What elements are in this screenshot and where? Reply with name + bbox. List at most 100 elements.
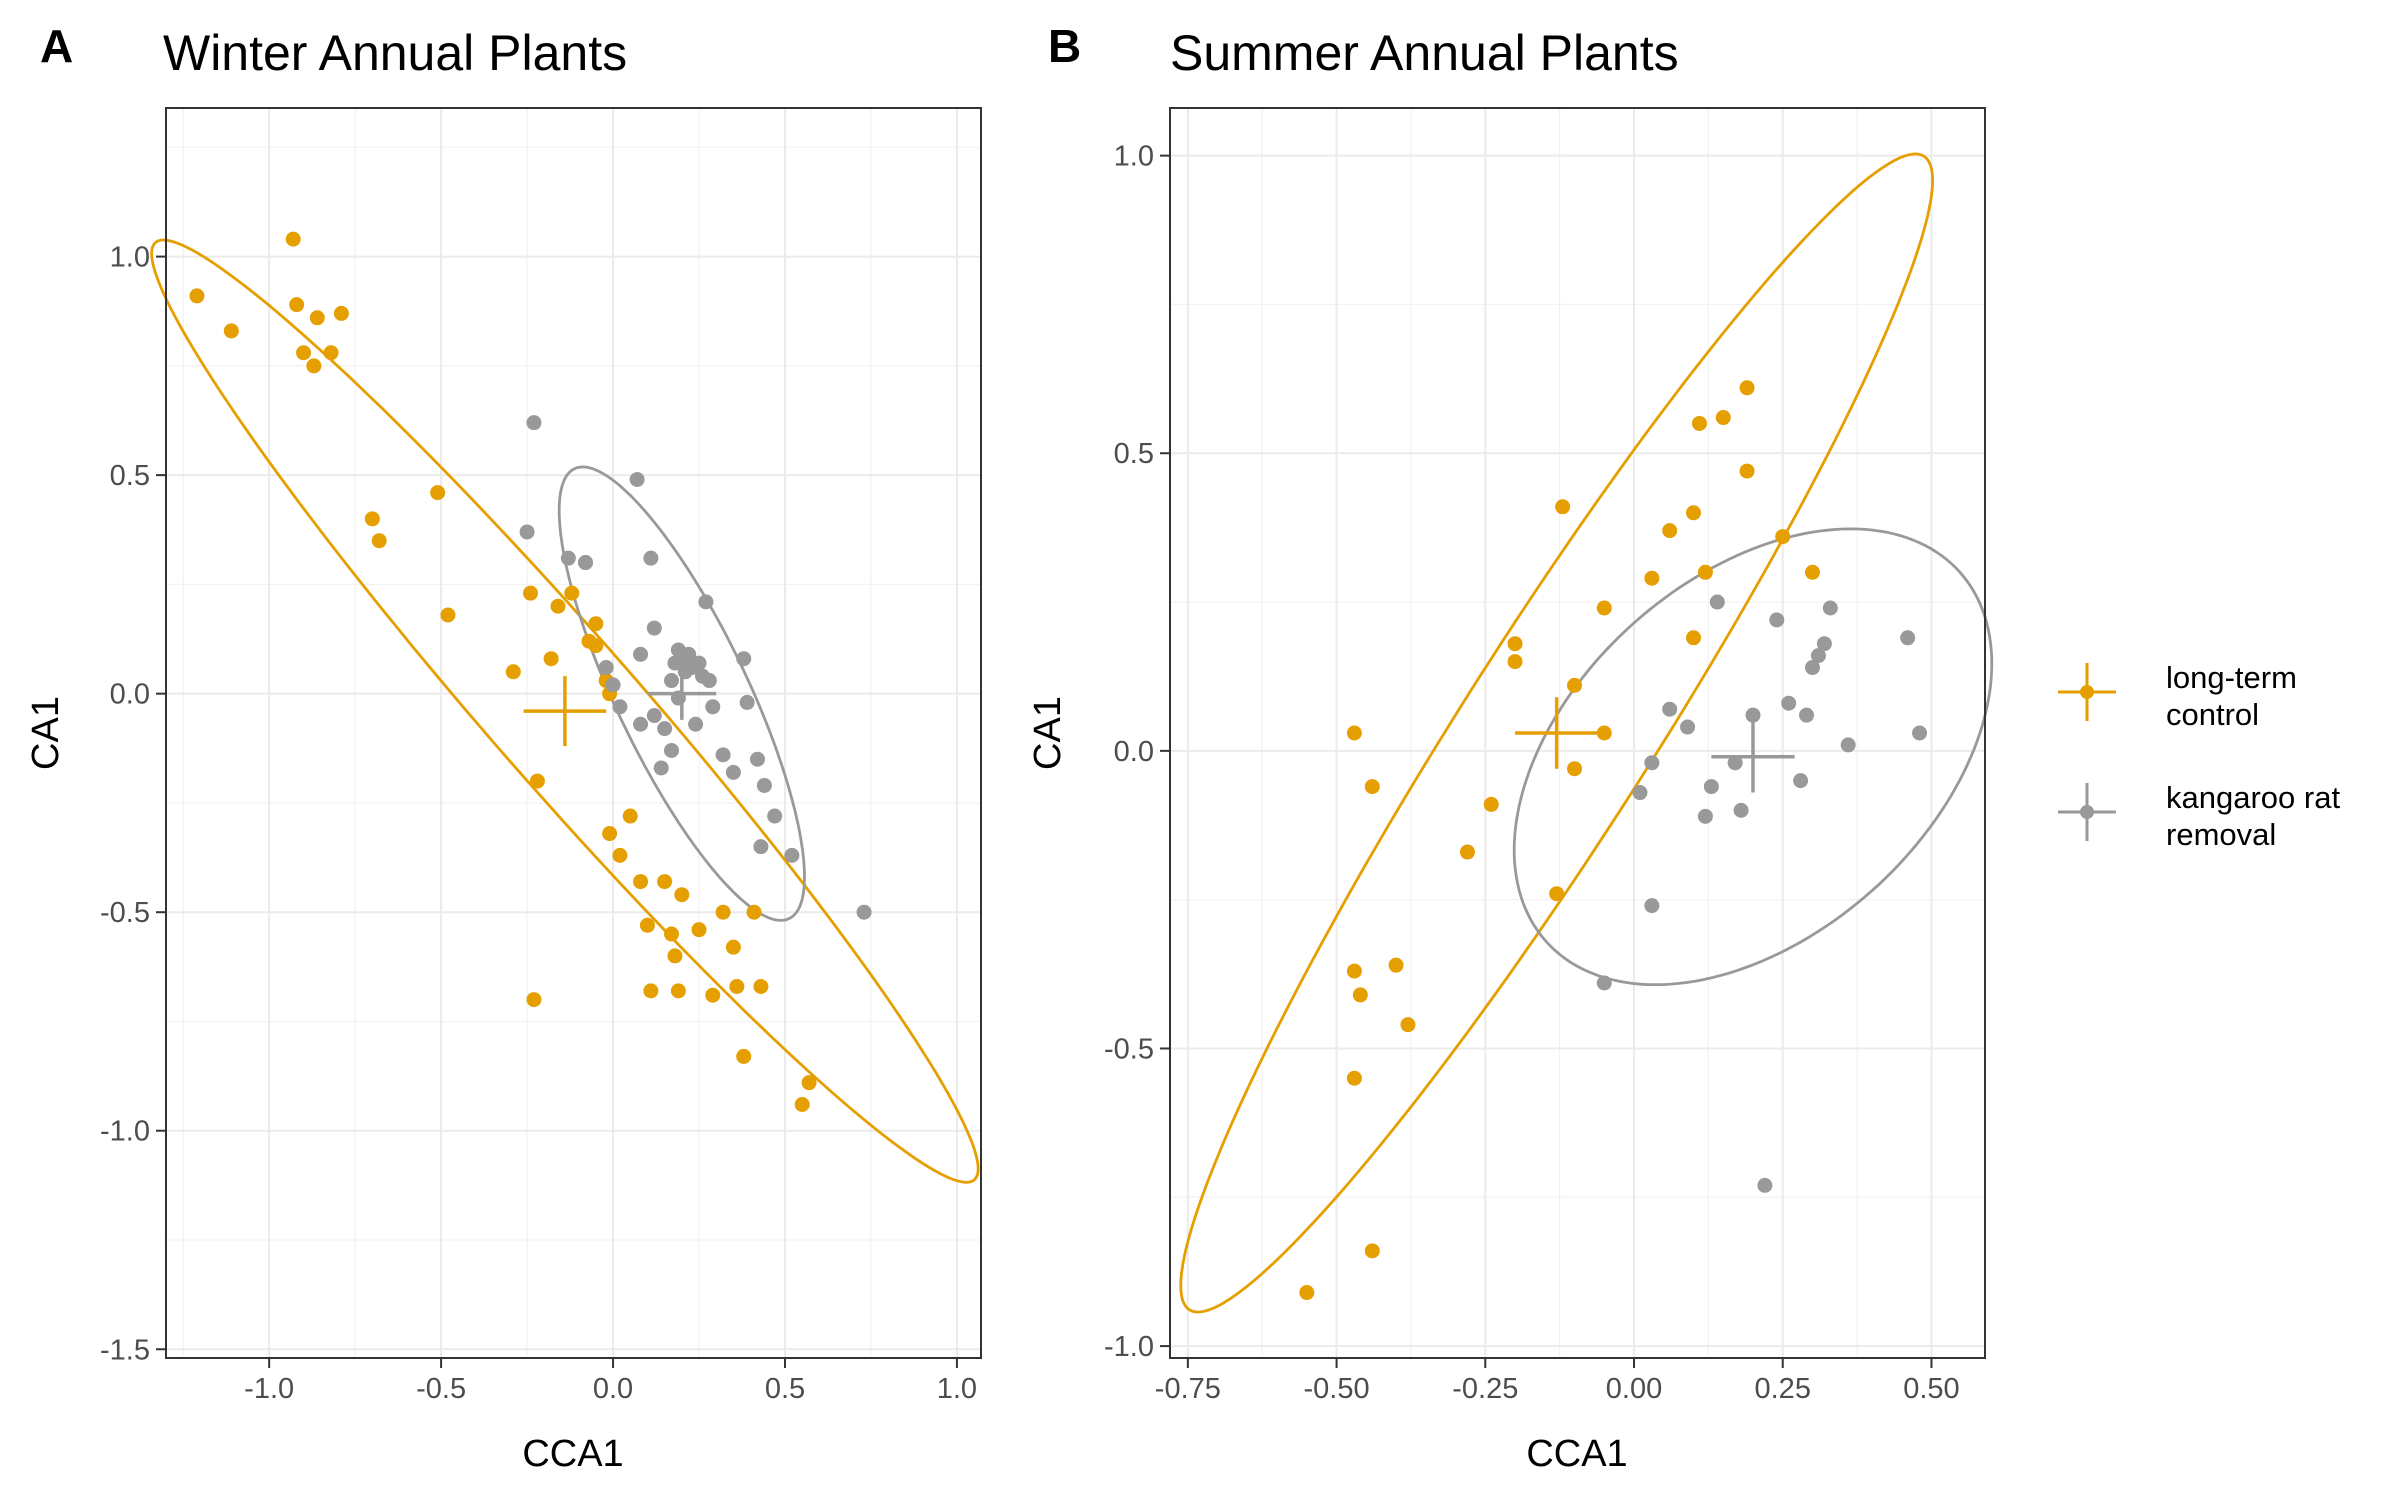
x-tick-label: 0.50 [1903, 1373, 1959, 1405]
point-kangaroo-rat-removal [1810, 648, 1826, 664]
point-long-term-control [736, 1048, 752, 1064]
panel-b-y-axis-title: CA1 [1027, 696, 1069, 770]
point-kangaroo-rat-removal [578, 555, 594, 571]
x-tick-label: 1.0 [937, 1373, 977, 1405]
y-tick-label: 0.5 [1114, 438, 1154, 470]
point-kangaroo-rat-removal [1680, 719, 1696, 735]
x-tick-label: -1.0 [244, 1373, 294, 1405]
point-long-term-control [612, 847, 628, 863]
panel-b-ellipses [1179, 152, 1994, 1314]
panel-a-ellipses [150, 238, 980, 1184]
point-long-term-control [1691, 415, 1707, 431]
point-long-term-control [729, 978, 745, 994]
point-long-term-control [705, 987, 721, 1003]
point-long-term-control [440, 607, 456, 623]
y-tick-label: -0.5 [1104, 1033, 1154, 1065]
point-kangaroo-rat-removal [1757, 1177, 1773, 1193]
x-tick-label: 0.00 [1606, 1373, 1662, 1405]
point-kangaroo-rat-removal [1644, 755, 1660, 771]
point-long-term-control [794, 1097, 810, 1113]
point-kangaroo-rat-removal [1709, 594, 1725, 610]
point-kangaroo-rat-removal [1840, 737, 1856, 753]
point-kangaroo-rat-removal [725, 764, 741, 780]
legend-key-kangaroo-rat-removal-dot [2080, 805, 2094, 819]
point-kangaroo-rat-removal [1799, 707, 1815, 723]
point-long-term-control [543, 651, 559, 667]
point-long-term-control [602, 826, 618, 842]
point-kangaroo-rat-removal [1769, 612, 1785, 628]
panel-a-x-axis: -1.0 -0.5 0.0 0.5 1.0 [244, 1358, 977, 1405]
point-long-term-control [1739, 463, 1755, 479]
point-long-term-control [1507, 654, 1523, 670]
x-tick-label: -0.5 [416, 1373, 466, 1405]
point-long-term-control [1507, 636, 1523, 652]
point-long-term-control [639, 917, 655, 933]
point-long-term-control [1483, 796, 1499, 812]
point-long-term-control [674, 887, 690, 903]
point-long-term-control [1662, 523, 1678, 539]
point-kangaroo-rat-removal [633, 716, 649, 732]
point-kangaroo-rat-removal [526, 415, 542, 431]
point-long-term-control [309, 310, 325, 326]
point-long-term-control [296, 345, 312, 361]
point-long-term-control [223, 323, 239, 339]
x-tick-label: -0.75 [1155, 1373, 1221, 1405]
y-tick-label: -1.0 [1104, 1331, 1154, 1363]
point-long-term-control [1644, 570, 1660, 586]
ellipse-kangaroo-rat-removal [1512, 527, 1994, 987]
point-long-term-control [670, 983, 686, 999]
panel-a-plot-border [165, 107, 982, 1359]
point-long-term-control [526, 992, 542, 1008]
point-kangaroo-rat-removal [633, 646, 649, 662]
point-kangaroo-rat-removal [646, 620, 662, 636]
point-long-term-control [1346, 963, 1362, 979]
ellipse-kangaroo-rat-removal [557, 465, 806, 922]
point-kangaroo-rat-removal [1703, 779, 1719, 795]
point-kangaroo-rat-removal [681, 646, 697, 662]
point-long-term-control [1567, 761, 1583, 777]
point-long-term-control [667, 948, 683, 964]
panel-a-plot-area [166, 108, 981, 1358]
point-long-term-control [1346, 1070, 1362, 1086]
point-kangaroo-rat-removal [605, 677, 621, 693]
point-long-term-control [657, 874, 673, 890]
point-kangaroo-rat-removal [767, 808, 783, 824]
point-kangaroo-rat-removal [1644, 898, 1660, 914]
legend-label-kangaroo-rat-removal-line2: removal [2166, 817, 2276, 852]
point-long-term-control [753, 978, 769, 994]
panel-a-letter: A [40, 20, 73, 72]
y-tick-label: 1.0 [1114, 141, 1154, 173]
point-long-term-control [588, 616, 604, 632]
ellipse-long-term-control [150, 238, 980, 1184]
point-kangaroo-rat-removal [698, 594, 714, 610]
point-long-term-control [430, 485, 446, 501]
point-kangaroo-rat-removal [598, 659, 614, 675]
point-kangaroo-rat-removal [560, 550, 576, 566]
point-kangaroo-rat-removal [664, 742, 680, 758]
panel-b-title: Summer Annual Plants [1170, 25, 1679, 81]
point-long-term-control [801, 1075, 817, 1091]
y-tick-label: -0.5 [100, 897, 150, 929]
point-kangaroo-rat-removal [1697, 808, 1713, 824]
point-long-term-control [505, 664, 521, 680]
point-long-term-control [633, 874, 649, 890]
point-kangaroo-rat-removal [1596, 975, 1612, 991]
x-tick-label: 0.5 [765, 1373, 805, 1405]
point-long-term-control [1596, 725, 1612, 741]
panel-b-letter: B [1048, 20, 1081, 72]
point-kangaroo-rat-removal [1822, 600, 1838, 616]
point-long-term-control [289, 297, 305, 313]
panel-b-x-axis-title: CCA1 [1526, 1433, 1627, 1475]
point-kangaroo-rat-removal [756, 777, 772, 793]
point-long-term-control [529, 773, 545, 789]
point-kangaroo-rat-removal [688, 716, 704, 732]
point-long-term-control [1555, 499, 1571, 515]
point-long-term-control [1775, 529, 1791, 545]
point-kangaroo-rat-removal [612, 699, 628, 715]
point-long-term-control [306, 358, 322, 374]
y-tick-label: 1.0 [110, 242, 150, 274]
y-tick-label: 0.5 [110, 460, 150, 492]
point-long-term-control [1739, 380, 1755, 396]
legend-label-long-term-control-line1: long-term [2166, 660, 2297, 695]
point-long-term-control [725, 939, 741, 955]
